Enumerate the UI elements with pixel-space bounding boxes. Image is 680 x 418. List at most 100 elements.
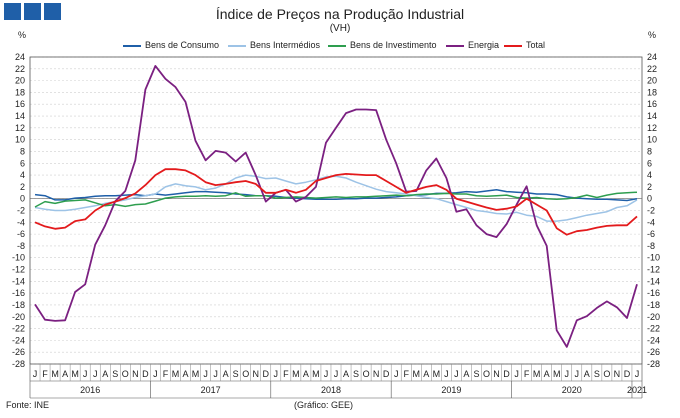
x-tick-label: O: [363, 369, 370, 379]
legend-swatch: [328, 45, 346, 47]
y-tick-label-right: 0: [647, 194, 652, 204]
y-tick-label-right: -14: [647, 276, 660, 286]
y-tick-label-right: 6: [647, 158, 652, 168]
x-tick-label: A: [423, 369, 429, 379]
x-tick-label: O: [242, 369, 249, 379]
x-tick-label: O: [483, 369, 490, 379]
y-tick-label-left: 24: [15, 52, 25, 62]
y-tick-label-right: -4: [647, 217, 655, 227]
y-tick-label-left: 16: [15, 99, 25, 109]
logo-block-3: [44, 3, 61, 20]
x-tick-label: S: [594, 369, 600, 379]
y-tick-label-left: -8: [17, 241, 25, 251]
series-line-bens-de-investimento: [34, 191, 638, 208]
year-label: 2021: [627, 385, 647, 395]
x-tick-label: A: [584, 369, 590, 379]
y-tick-label-left: -26: [12, 347, 25, 357]
y-tick-label-right: 14: [647, 111, 657, 121]
x-tick-label: D: [503, 369, 510, 379]
legend-label: Total: [526, 40, 546, 50]
y-tick-label-right: 8: [647, 146, 652, 156]
legend: Bens de Consumo Bens Intermédios Bens de…: [0, 40, 680, 52]
x-tick-label: F: [403, 369, 409, 379]
x-tick-label: S: [353, 369, 359, 379]
x-tick-label: N: [132, 369, 139, 379]
legend-swatch: [446, 45, 464, 47]
x-tick-label: J: [454, 369, 459, 379]
y-tick-label-right: -18: [647, 300, 660, 310]
y-tick-label-right: -10: [647, 253, 660, 263]
y-tick-label-left: -10: [12, 253, 25, 263]
x-tick-label: N: [493, 369, 500, 379]
x-tick-label: A: [303, 369, 309, 379]
series-line-energia: [34, 65, 638, 348]
x-tick-label: D: [383, 369, 390, 379]
x-tick-label: F: [163, 369, 169, 379]
y-tick-label-left: -2: [17, 206, 25, 216]
y-tick-label-right: 20: [647, 76, 657, 86]
y-tick-label-right: -6: [647, 229, 655, 239]
x-tick-label: A: [183, 369, 189, 379]
x-tick-label: A: [544, 369, 550, 379]
x-tick-label: O: [122, 369, 129, 379]
legend-swatch: [123, 45, 141, 47]
x-tick-label: M: [292, 369, 300, 379]
x-tick-label: J: [33, 369, 38, 379]
x-tick-label: M: [413, 369, 421, 379]
x-tick-label: A: [102, 369, 108, 379]
x-tick-label: M: [433, 369, 441, 379]
x-tick-label: A: [343, 369, 349, 379]
legend-swatch: [504, 45, 522, 47]
chart-title: Índice de Preços na Produção Industrial: [215, 6, 465, 22]
footer-credit: (Gráfico: GEE): [294, 400, 354, 410]
y-tick-label-left: -14: [12, 276, 25, 286]
y-tick-label-right: 2: [647, 182, 652, 192]
x-tick-label: S: [233, 369, 239, 379]
y-tick-label-left: 14: [15, 111, 25, 121]
x-tick-label: J: [153, 369, 158, 379]
x-tick-label: A: [62, 369, 68, 379]
y-tick-label-left: -22: [12, 324, 25, 334]
x-tick-label: N: [252, 369, 259, 379]
series-line-bens-de-consumo: [34, 189, 638, 202]
y-tick-label-right: -8: [647, 241, 655, 251]
legend-label: Bens Intermédios: [250, 40, 321, 50]
y-tick-label-left: 0: [20, 194, 25, 204]
x-tick-label: N: [373, 369, 380, 379]
x-tick-label: J: [213, 369, 218, 379]
x-tick-label: J: [444, 369, 449, 379]
x-tick-label: F: [42, 369, 48, 379]
legend-label: Bens de Consumo: [145, 40, 220, 50]
y-tick-label-right: 24: [647, 52, 657, 62]
y-tick-label-right: -2: [647, 206, 655, 216]
y-tick-label-left: 4: [20, 170, 25, 180]
x-tick-label: D: [263, 369, 270, 379]
y-tick-label-right: -22: [647, 324, 660, 334]
y-tick-label-left: 6: [20, 158, 25, 168]
y-tick-label-right: 4: [647, 170, 652, 180]
y-tick-label-left: -16: [12, 288, 25, 298]
x-tick-label: M: [533, 369, 541, 379]
y-tick-label-left: 8: [20, 146, 25, 156]
y-tick-label-left: -6: [17, 229, 25, 239]
series-line-bens-interm-dios: [34, 174, 638, 222]
y-tick-label-right: -26: [647, 347, 660, 357]
year-label: 2019: [441, 385, 461, 395]
y-tick-label-left: 20: [15, 76, 25, 86]
y-tick-label-left: -18: [12, 300, 25, 310]
y-tick-label-right: 10: [647, 135, 657, 145]
x-tick-label: F: [524, 369, 530, 379]
year-label: 2018: [321, 385, 341, 395]
legend-label: Bens de Investimento: [350, 40, 437, 50]
y-tick-label-right: -16: [647, 288, 660, 298]
x-tick-label: M: [51, 369, 59, 379]
y-unit-right: %: [648, 30, 657, 40]
x-tick-label: J: [324, 369, 329, 379]
x-tick-label: J: [274, 369, 279, 379]
chart-subtitle: (VH): [329, 23, 351, 34]
x-tick-label: F: [283, 369, 289, 379]
x-tick-label: J: [83, 369, 88, 379]
legend-label: Energia: [468, 40, 500, 50]
x-tick-label: O: [603, 369, 610, 379]
series-line-total: [34, 168, 638, 236]
